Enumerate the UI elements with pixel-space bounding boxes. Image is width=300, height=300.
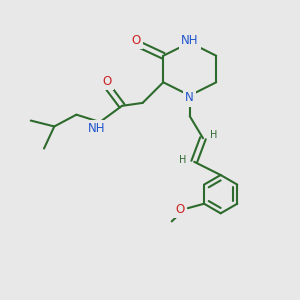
Text: N: N: [185, 92, 194, 104]
Text: H: H: [179, 155, 187, 165]
Text: O: O: [103, 75, 112, 88]
Text: NH: NH: [181, 34, 199, 47]
Text: H: H: [210, 130, 217, 140]
Text: NH: NH: [88, 122, 106, 135]
Text: O: O: [131, 34, 140, 47]
Text: O: O: [175, 203, 184, 216]
